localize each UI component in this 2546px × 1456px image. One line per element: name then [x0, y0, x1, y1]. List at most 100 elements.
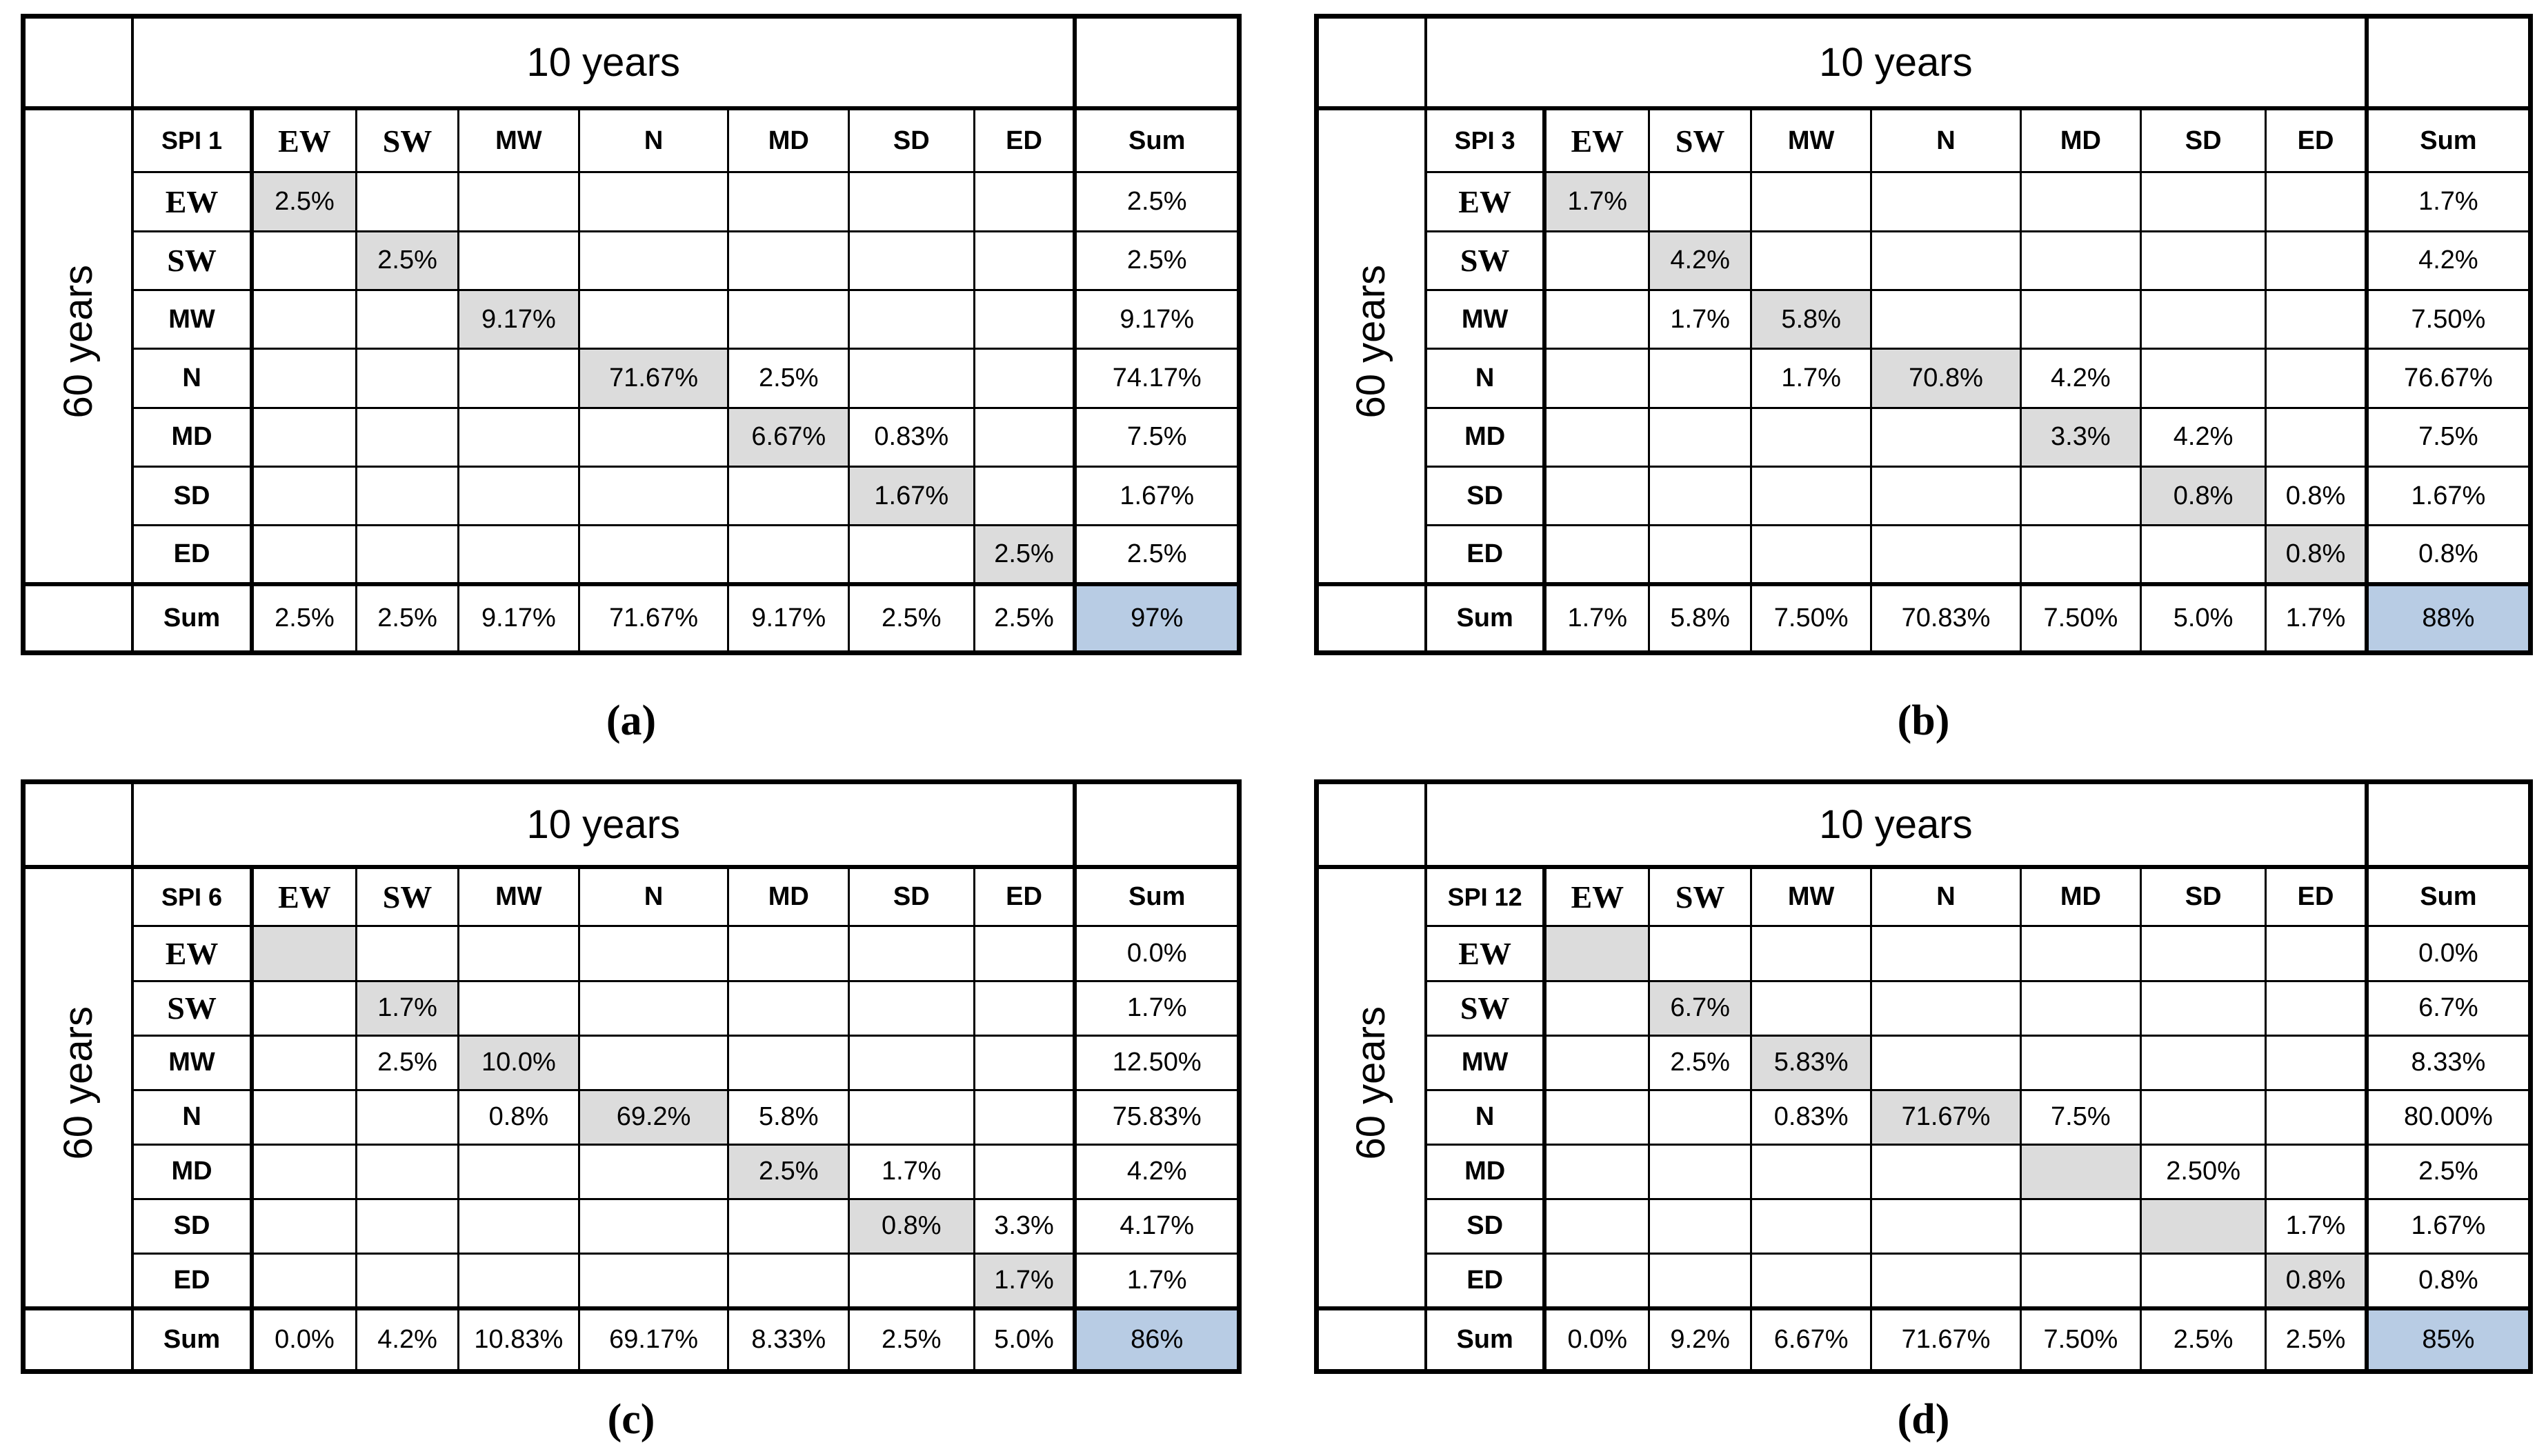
cell-SW-SW: 1.7%	[355, 979, 460, 1037]
row-axis-label: 60 years	[55, 1006, 101, 1160]
cell-EW-MW	[1750, 925, 1873, 982]
col-header-N: N	[1870, 106, 2022, 174]
cell-SD-N	[1870, 465, 2022, 527]
col-header-N: N	[1870, 865, 2022, 928]
cell-SD-EW	[249, 1197, 358, 1255]
col-sum-N: 71.67%	[577, 582, 730, 655]
cell-EW-SD	[2139, 925, 2267, 982]
cell-EW-ED	[2265, 171, 2368, 232]
row-sum-ED: 2.5%	[1073, 524, 1241, 586]
corner-cell-top-left	[22, 15, 134, 110]
row-sum-N: 75.83%	[1073, 1088, 1241, 1146]
spi-table-b: 10 years 60 years SPI 3 EW SW MW N MD SD ED Sum EW 1…	[1314, 14, 2533, 655]
row-label-MW: MW	[131, 288, 253, 350]
row-sum-SW: 2.5%	[1073, 230, 1241, 291]
cell-SD-ED: 3.3%	[973, 1197, 1076, 1255]
cell-N-ED	[2265, 1088, 2368, 1146]
cell-MD-EW	[249, 1143, 358, 1200]
col-header-SW: SW	[1648, 106, 1753, 174]
cell-SW-ED	[2265, 979, 2368, 1037]
panel-a: 10 years 60 years SPI 1 EW SW MW N MD SD ED Sum EW 2…	[21, 14, 1242, 655]
spi-label: SPI 12	[1424, 865, 1546, 928]
cell-SD-SW	[1648, 465, 1753, 527]
row-label-ED: ED	[131, 524, 253, 586]
cell-N-SW	[1648, 1088, 1753, 1146]
row-sum-ED: 1.7%	[1073, 1252, 1241, 1310]
cell-MD-ED	[973, 1143, 1076, 1200]
cell-N-MD: 2.5%	[727, 348, 851, 409]
row-label-N: N	[1424, 348, 1546, 409]
cell-ED-SW	[355, 1252, 460, 1310]
grand-total: 85%	[2364, 1306, 2532, 1373]
row-label-EW: EW	[131, 171, 253, 232]
cell-MW-ED	[2265, 1034, 2368, 1091]
cell-SW-SD	[2139, 230, 2267, 291]
col-sum-MW: 9.17%	[457, 582, 580, 655]
cell-MW-ED	[2265, 288, 2368, 350]
cell-SW-N	[577, 230, 730, 291]
col-header-MW: MW	[1750, 106, 1873, 174]
cell-MW-ED	[973, 1034, 1076, 1091]
row-label-N: N	[131, 348, 253, 409]
cell-MD-SW	[1648, 1143, 1753, 1200]
cell-EW-N	[1870, 925, 2022, 982]
cell-EW-MD	[727, 925, 851, 982]
cell-MD-SD: 2.50%	[2139, 1143, 2267, 1200]
col-header-EW: EW	[1542, 106, 1651, 174]
cell-MD-N	[577, 406, 730, 468]
cell-SW-N	[1870, 979, 2022, 1037]
cell-MW-N	[577, 1034, 730, 1091]
cell-N-SW	[355, 1088, 460, 1146]
row-label-SD: SD	[131, 465, 253, 527]
cell-SD-SW	[355, 1197, 460, 1255]
cell-N-EW	[1542, 1088, 1651, 1146]
sum-row-label: Sum	[131, 1306, 253, 1373]
row-label-SW: SW	[1424, 230, 1546, 291]
col-sum-SW: 9.2%	[1648, 1306, 1753, 1373]
cell-SW-MW	[1750, 230, 1873, 291]
cell-SD-EW	[1542, 1197, 1651, 1255]
row-sum-MW: 9.17%	[1073, 288, 1241, 350]
row-label-SD: SD	[131, 1197, 253, 1255]
corner-cell-bottom-left	[1315, 1306, 1427, 1373]
cell-N-EW	[1542, 348, 1651, 409]
cell-MD-MD	[2019, 1143, 2142, 1200]
cell-ED-MD	[727, 524, 851, 586]
row-label-N: N	[1424, 1088, 1546, 1146]
row-sum-N: 76.67%	[2364, 348, 2532, 409]
col-sum-SW: 4.2%	[355, 1306, 460, 1373]
corner-cell-top-right	[1073, 781, 1241, 868]
cell-EW-EW: 2.5%	[249, 171, 358, 232]
cell-SW-MW	[1750, 979, 1873, 1037]
row-label-ED: ED	[131, 1252, 253, 1310]
cell-MD-ED	[2265, 1143, 2368, 1200]
row-label-ED: ED	[1424, 1252, 1546, 1310]
col-sum-N: 69.17%	[577, 1306, 730, 1373]
cell-EW-SW	[1648, 925, 1753, 982]
col-sum-MD: 8.33%	[727, 1306, 851, 1373]
cell-MD-MW	[1750, 1143, 1873, 1200]
cell-EW-EW	[249, 925, 358, 982]
cell-SW-ED	[973, 230, 1076, 291]
cell-N-N: 69.2%	[577, 1088, 730, 1146]
cell-MW-MD	[2019, 1034, 2142, 1091]
row-sum-MD: 7.5%	[2364, 406, 2532, 468]
panel-b: 10 years 60 years SPI 3 EW SW MW N MD SD ED Sum EW 1…	[1314, 14, 2533, 655]
cell-SW-N	[1870, 230, 2022, 291]
cell-SD-MD	[727, 1197, 851, 1255]
cell-N-ED	[2265, 348, 2368, 409]
cell-SD-MD	[2019, 1197, 2142, 1255]
row-sum-MW: 7.50%	[2364, 288, 2532, 350]
cell-MD-N	[1870, 406, 2022, 468]
col-sum-EW: 0.0%	[1542, 1306, 1651, 1373]
col-sum-SD: 5.0%	[2139, 582, 2267, 655]
cell-ED-EW	[1542, 524, 1651, 586]
row-label-MW: MW	[131, 1034, 253, 1091]
col-sum-MD: 9.17%	[727, 582, 851, 655]
row-axis-label: 60 years	[55, 265, 101, 419]
row-label-ED: ED	[1424, 524, 1546, 586]
cell-MW-SW	[355, 288, 460, 350]
cell-ED-N	[577, 1252, 730, 1310]
col-header-SD: SD	[848, 106, 975, 174]
